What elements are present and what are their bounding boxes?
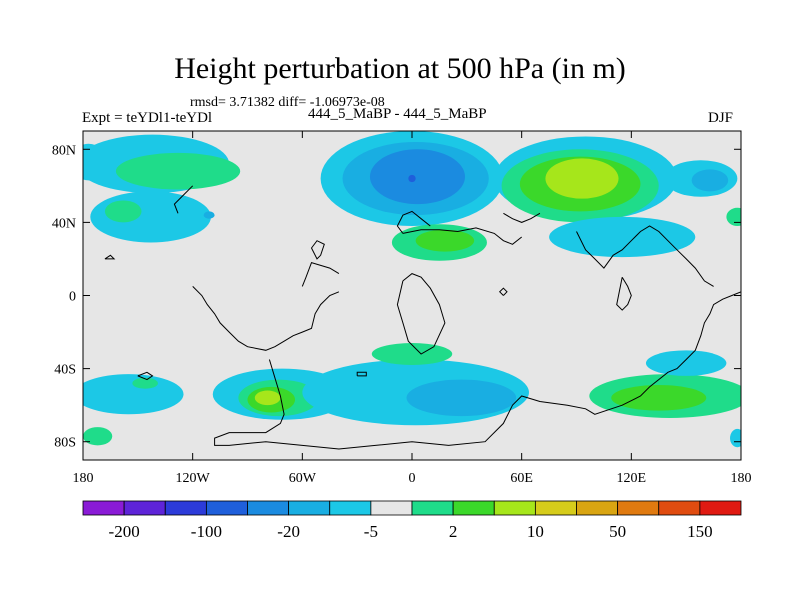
contour-region-south-indian-darkgreen <box>611 385 707 411</box>
case-label: 444_5_MaBP - 444_5_MaBP <box>308 106 487 122</box>
contour-region-europe-darkgreen <box>415 229 475 252</box>
stats-text: rmsd= 3.71382 diff= -1.06973e-08 <box>190 95 385 110</box>
coastline-13 <box>173 185 194 214</box>
x-tick-label: 60E <box>510 471 533 486</box>
y-tick-label: 80S <box>54 436 76 451</box>
colorbar-box <box>123 500 166 516</box>
season-label: DJF <box>708 110 734 126</box>
colorbar-label: 150 <box>687 522 713 541</box>
colorbar-box <box>699 500 742 516</box>
x-tick-label: 180 <box>731 471 752 486</box>
coastline-0 <box>192 286 340 351</box>
colorbar-box <box>452 500 495 516</box>
contour-region-south-america-yellowgreen <box>254 390 281 406</box>
contour-region-south-atlantic-blue <box>406 379 517 417</box>
contour-region-south-indian-cyan <box>645 350 727 376</box>
colorbar-box <box>493 500 536 516</box>
colorbar-box <box>82 500 125 516</box>
experiment-label: Expt = teYDl1-teYDl <box>82 110 213 126</box>
coastline-10 <box>137 371 154 381</box>
colorbar-box <box>247 500 290 516</box>
colorbar-box <box>370 500 413 516</box>
colorbar-box <box>288 500 331 516</box>
colorbar-label: -200 <box>109 522 140 541</box>
y-tick-label: 40N <box>52 216 76 231</box>
y-tick-label: 40S <box>54 363 76 378</box>
colorbar-box <box>576 500 619 516</box>
colorbar-box <box>329 500 372 516</box>
x-tick-label: 0 <box>409 471 416 486</box>
colorbar-box <box>205 500 248 516</box>
colorbar-label: -20 <box>277 522 300 541</box>
contour-region-pacific-north-green <box>115 152 241 190</box>
coastline-1 <box>214 291 741 450</box>
x-tick-label: 60W <box>289 471 317 486</box>
x-tick-label: 180 <box>73 471 94 486</box>
contour-region-south-atlantic-green <box>371 343 453 365</box>
coastline-14 <box>503 212 541 223</box>
coastline-4 <box>310 240 325 260</box>
y-tick-label: 80N <box>52 143 76 158</box>
colorbar-label: -5 <box>364 522 378 541</box>
contour-region-south-pacific-cyan <box>83 374 184 415</box>
colorbar-box <box>164 500 207 516</box>
coastline-7 <box>576 225 714 287</box>
contour-region-pacific-mid-green <box>104 200 142 223</box>
colorbar-label: 2 <box>449 522 458 541</box>
contour-region-pacific-ne-blue <box>691 169 729 192</box>
contour-region-asia-high-yellowgreen <box>545 158 619 199</box>
coastline-3 <box>301 261 340 287</box>
contour-region-south-pacific-green <box>132 377 158 389</box>
colorbar-box <box>658 500 701 516</box>
chart-title: Height perturbation at 500 hPa (in m) <box>174 52 626 85</box>
colorbar-box <box>534 500 577 516</box>
coastline-5 <box>402 227 523 245</box>
colorbar-box <box>617 500 660 516</box>
coastline-8 <box>616 276 632 311</box>
colorbar-label: -100 <box>191 522 222 541</box>
coastline-12 <box>498 287 508 296</box>
contour-region-pacific-mid-dot <box>203 211 215 219</box>
contour-region-east-edge-green <box>726 207 741 227</box>
contour-region-arctic-low-blue <box>369 149 466 205</box>
colorbar-label: 10 <box>527 522 544 541</box>
contour-region-se-edge-cyan <box>730 428 741 448</box>
x-tick-label: 120E <box>617 471 647 486</box>
coastline-2 <box>396 273 446 355</box>
coastline-9 <box>356 371 367 377</box>
coastline-11 <box>104 254 116 260</box>
coastline-6 <box>396 210 431 234</box>
colorbar-label: 50 <box>609 522 626 541</box>
contour-region-sw-edge-green <box>83 427 113 446</box>
x-tick-label: 120W <box>176 471 211 486</box>
colorbar-box <box>411 500 454 516</box>
y-tick-label: 0 <box>69 290 76 305</box>
contour-region-asia-mid-cyan <box>549 216 696 258</box>
contour-region-arctic-low-core <box>408 174 416 183</box>
